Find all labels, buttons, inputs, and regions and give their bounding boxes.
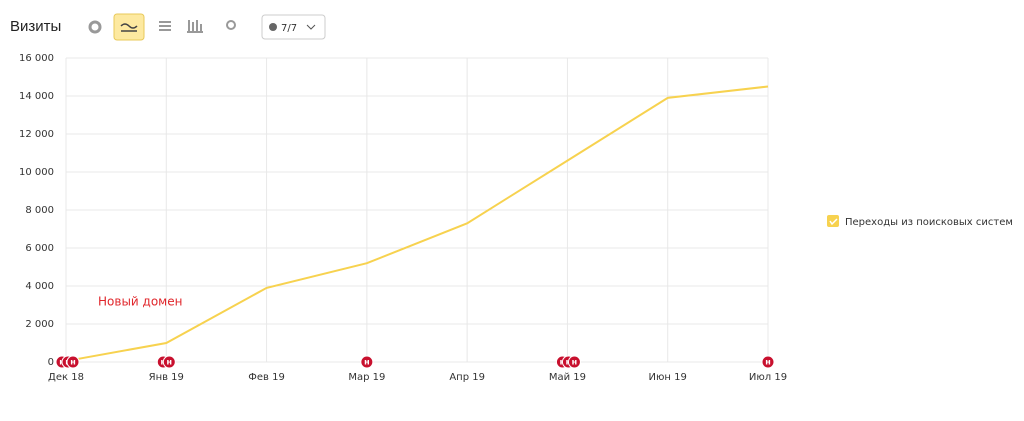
event-marker-label: н	[70, 358, 76, 367]
dropdown-arrow	[306, 24, 316, 30]
x-tick-label: Апр 19	[449, 372, 485, 383]
x-tick-label: Май 19	[549, 372, 586, 383]
x-tick-label: Июл 19	[749, 372, 787, 383]
y-tick-label: 12 000	[19, 129, 54, 140]
event-marker-circle	[162, 355, 176, 369]
y-tick-label: 4 000	[25, 281, 54, 292]
legend-checkbox[interactable]	[827, 215, 839, 227]
event-marker-circle	[761, 355, 775, 369]
event-marker-label: н	[765, 358, 771, 367]
event-marker[interactable]: н	[66, 355, 80, 369]
segment-label: 7/7	[281, 23, 297, 34]
x-tick-label: Мар 19	[348, 372, 385, 383]
map-view-button[interactable]	[226, 20, 236, 30]
legend-label: Переходы из поисковых систем	[845, 217, 1013, 228]
segment-icon	[269, 23, 277, 31]
x-tick-label: Дек 18	[48, 372, 84, 383]
y-tick-label: 0	[48, 357, 54, 368]
y-tick-label: 2 000	[25, 319, 54, 330]
x-tick-label: Янв 19	[149, 372, 184, 383]
event-marker-circle	[66, 355, 80, 369]
segment-dropdown[interactable]	[261, 14, 326, 40]
x-tick-label: Фев 19	[248, 372, 285, 383]
event-marker-label: н	[364, 358, 370, 367]
event-marker[interactable]: н	[567, 355, 581, 369]
toolbar: 7/7	[88, 13, 326, 41]
event-marker-circle	[360, 355, 374, 369]
event-marker-label: н	[572, 358, 578, 367]
area-view-button[interactable]	[159, 21, 171, 31]
line-icon	[120, 23, 138, 32]
y-tick-label: 14 000	[19, 91, 54, 102]
pie-view-button[interactable]	[88, 20, 102, 34]
event-marker[interactable]: н	[360, 355, 374, 369]
series-line	[65, 85, 769, 363]
y-tick-label: 16 000	[19, 53, 54, 64]
y-tick-label: 8 000	[25, 205, 54, 216]
event-marker-circle	[567, 355, 581, 369]
event-marker-label: н	[167, 358, 173, 367]
bar-view-button[interactable]	[187, 20, 203, 33]
chart-title: Визиты	[10, 18, 61, 35]
y-tick-label: 6 000	[25, 243, 54, 254]
legend: Переходы из поисковых систем	[827, 215, 1013, 228]
annotation: Новый домен	[98, 295, 182, 309]
checkmark	[829, 218, 838, 226]
x-tick-label: Июн 19	[649, 372, 687, 383]
event-marker[interactable]: н	[162, 355, 176, 369]
y-tick-label: 10 000	[19, 167, 54, 178]
event-marker[interactable]: н	[761, 355, 775, 369]
